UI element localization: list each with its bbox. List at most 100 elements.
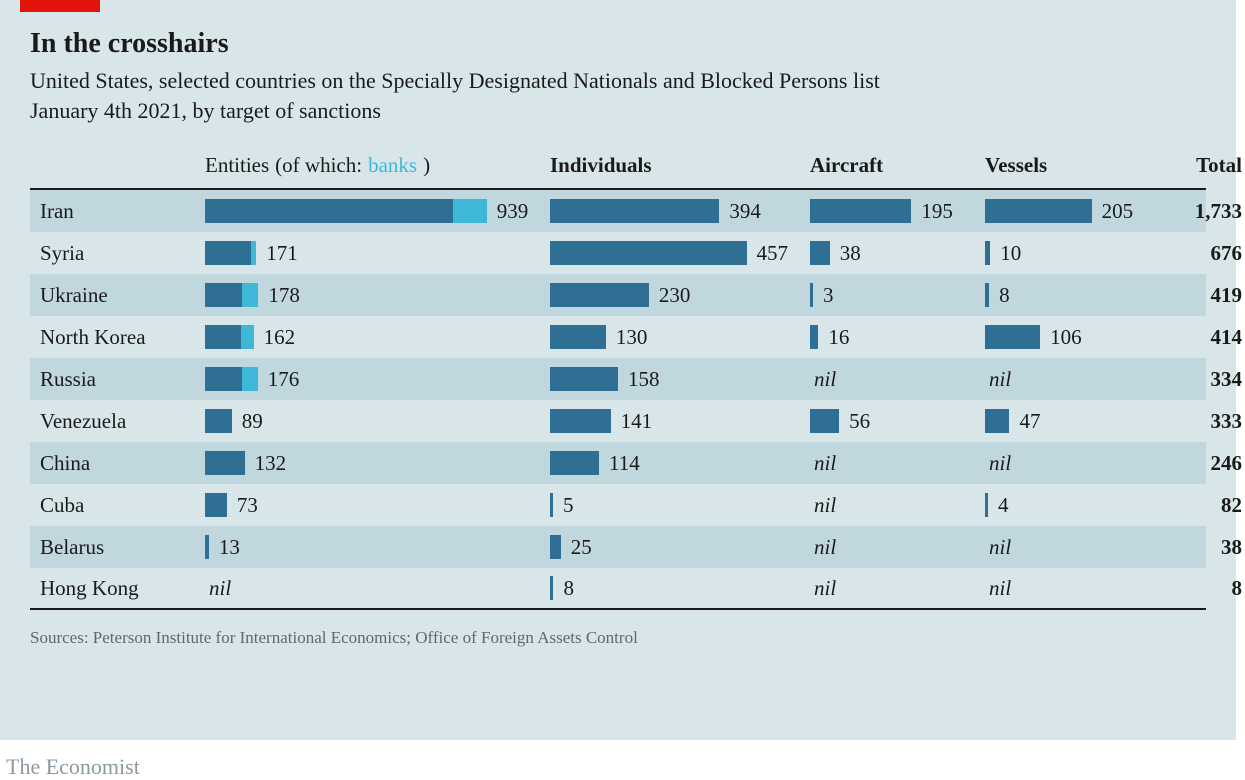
individuals-value: 130 [616, 325, 648, 350]
cell-entities: 13 [205, 526, 550, 568]
th-entities-paren-open: (of which: [275, 153, 362, 178]
cell-aircraft: nil [810, 484, 985, 526]
table-row: Iran9393941952051,733 [30, 190, 1206, 232]
table-row: Cuba735nil482 [30, 484, 1206, 526]
aircraft-bar-wrap: 38 [810, 241, 861, 265]
country-label: Venezuela [30, 409, 205, 434]
table-row: Hong Kongnil8nilnil8 [30, 568, 1206, 610]
vessels-value: 4 [998, 493, 1009, 518]
country-label: Russia [30, 367, 205, 392]
th-individuals: Individuals [550, 153, 810, 178]
cell-vessels: nil [985, 358, 1160, 400]
table-body: Iran9393941952051,733Syria1714573810676U… [30, 190, 1206, 610]
vessels-bar-wrap: 4 [985, 493, 1009, 517]
country-label: Ukraine [30, 283, 205, 308]
cell-vessels: nil [985, 526, 1160, 568]
individuals-value: 5 [563, 493, 574, 518]
chart-panel: In the crosshairs United States, selecte… [0, 0, 1236, 740]
cell-entities: 939 [205, 190, 550, 232]
cell-aircraft: nil [810, 526, 985, 568]
cell-individuals: 457 [550, 232, 810, 274]
vessels-bar [985, 409, 1009, 433]
entities-bar-wrap: 171 [205, 241, 298, 265]
cell-individuals: 8 [550, 568, 810, 608]
cell-vessels: nil [985, 568, 1160, 608]
aircraft-bar-wrap: 16 [810, 325, 849, 349]
entities-bar [205, 199, 453, 223]
individuals-bar [550, 451, 599, 475]
individuals-value: 230 [659, 283, 691, 308]
vessels-nil: nil [989, 535, 1011, 560]
cell-entities: 171 [205, 232, 550, 274]
table-row: North Korea16213016106414 [30, 316, 1206, 358]
cell-aircraft: nil [810, 358, 985, 400]
entities-bar-wrap: 176 [205, 367, 299, 391]
total-value: 676 [1160, 241, 1245, 266]
individuals-value: 25 [571, 535, 592, 560]
cell-aircraft: nil [810, 442, 985, 484]
cell-aircraft: nil [810, 568, 985, 608]
red-tag [20, 0, 100, 12]
vessels-nil: nil [989, 367, 1011, 392]
individuals-bar-wrap: 457 [550, 241, 788, 265]
entities-value: 73 [237, 493, 258, 518]
entities-bar [205, 535, 209, 559]
aircraft-bar [810, 199, 911, 223]
entities-bar-wrap: 73 [205, 493, 258, 517]
vessels-bar-wrap: 10 [985, 241, 1021, 265]
subtitle-line1: United States, selected countries on the… [30, 68, 880, 93]
cell-entities: nil [205, 568, 550, 608]
entities-bar [205, 451, 245, 475]
entities-bar-wrap: 89 [205, 409, 263, 433]
individuals-value: 8 [563, 576, 574, 601]
entities-bar [205, 283, 242, 307]
total-value: 246 [1160, 451, 1245, 476]
th-total: Total [1160, 153, 1245, 178]
vessels-bar [985, 199, 1092, 223]
entities-bank-bar [453, 199, 487, 223]
cell-vessels: 10 [985, 232, 1160, 274]
entities-value: 939 [497, 199, 529, 224]
entities-value: 178 [268, 283, 300, 308]
entities-value: 162 [264, 325, 296, 350]
entities-bank-bar [241, 325, 253, 349]
cell-entities: 178 [205, 274, 550, 316]
cell-entities: 132 [205, 442, 550, 484]
table-row: China132114nilnil246 [30, 442, 1206, 484]
cell-aircraft: 3 [810, 274, 985, 316]
vessels-bar-wrap: 8 [985, 283, 1010, 307]
vessels-nil: nil [989, 451, 1011, 476]
cell-individuals: 158 [550, 358, 810, 400]
cell-entities: 89 [205, 400, 550, 442]
country-label: Hong Kong [30, 576, 205, 601]
vessels-value: 10 [1000, 241, 1021, 266]
cell-aircraft: 16 [810, 316, 985, 358]
entities-bar-wrap: 178 [205, 283, 300, 307]
individuals-bar-wrap: 394 [550, 199, 761, 223]
individuals-bar-wrap: 230 [550, 283, 690, 307]
entities-bar [205, 493, 227, 517]
vessels-value: 47 [1019, 409, 1040, 434]
table-row: Venezuela891415647333 [30, 400, 1206, 442]
aircraft-bar [810, 409, 839, 433]
th-entities: Entities (of which: banks) [205, 153, 550, 178]
total-value: 333 [1160, 409, 1245, 434]
entities-value: 171 [266, 241, 298, 266]
cell-aircraft: 195 [810, 190, 985, 232]
entities-bar [205, 241, 251, 265]
entities-value: 13 [219, 535, 240, 560]
vessels-nil: nil [989, 576, 1011, 601]
th-aircraft: Aircraft [810, 153, 985, 178]
cell-entities: 176 [205, 358, 550, 400]
aircraft-nil: nil [814, 451, 836, 476]
total-value: 1,733 [1160, 199, 1245, 224]
cell-vessels: nil [985, 442, 1160, 484]
individuals-value: 394 [729, 199, 761, 224]
th-entities-banks: banks [368, 153, 417, 178]
aircraft-value: 16 [828, 325, 849, 350]
total-value: 334 [1160, 367, 1245, 392]
individuals-bar-wrap: 5 [550, 493, 574, 517]
entities-bar-wrap: 939 [205, 199, 528, 223]
table-row: Syria1714573810676 [30, 232, 1206, 274]
chart-header: In the crosshairs United States, selecte… [0, 0, 1236, 125]
